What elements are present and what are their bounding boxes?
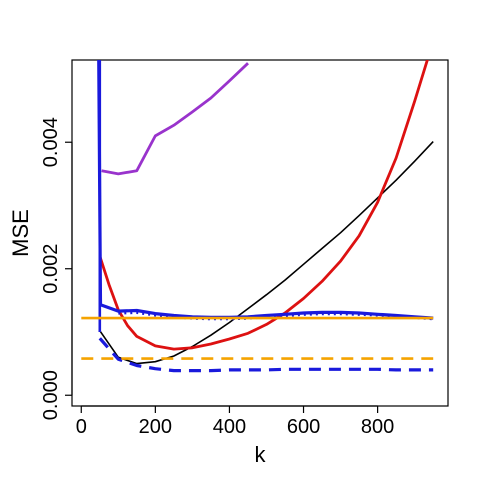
series-line-2 <box>101 62 249 176</box>
y-tick-label: 0.004 <box>40 117 62 167</box>
x-axis: 0 200 400 600 800 <box>76 405 394 438</box>
series-line-0 <box>99 141 434 365</box>
x-tick-label: 800 <box>361 416 394 438</box>
x-tick-label: 400 <box>213 416 246 438</box>
series-line-5 <box>98 337 434 373</box>
x-tick-label: 0 <box>76 416 87 438</box>
x-axis-title: k <box>255 442 267 467</box>
series-line-1 <box>98 60 429 351</box>
series-line-4 <box>118 310 434 321</box>
y-tick-label: 0.000 <box>40 370 62 420</box>
y-axis: 0.000 0.002 0.004 <box>40 117 73 420</box>
plot-frame <box>71 59 449 407</box>
series-layer <box>81 60 434 373</box>
y-tick-label: 0.002 <box>40 244 62 294</box>
x-tick-label: 200 <box>139 416 172 438</box>
x-tick-label: 600 <box>287 416 320 438</box>
y-axis-title: MSE <box>8 209 33 257</box>
